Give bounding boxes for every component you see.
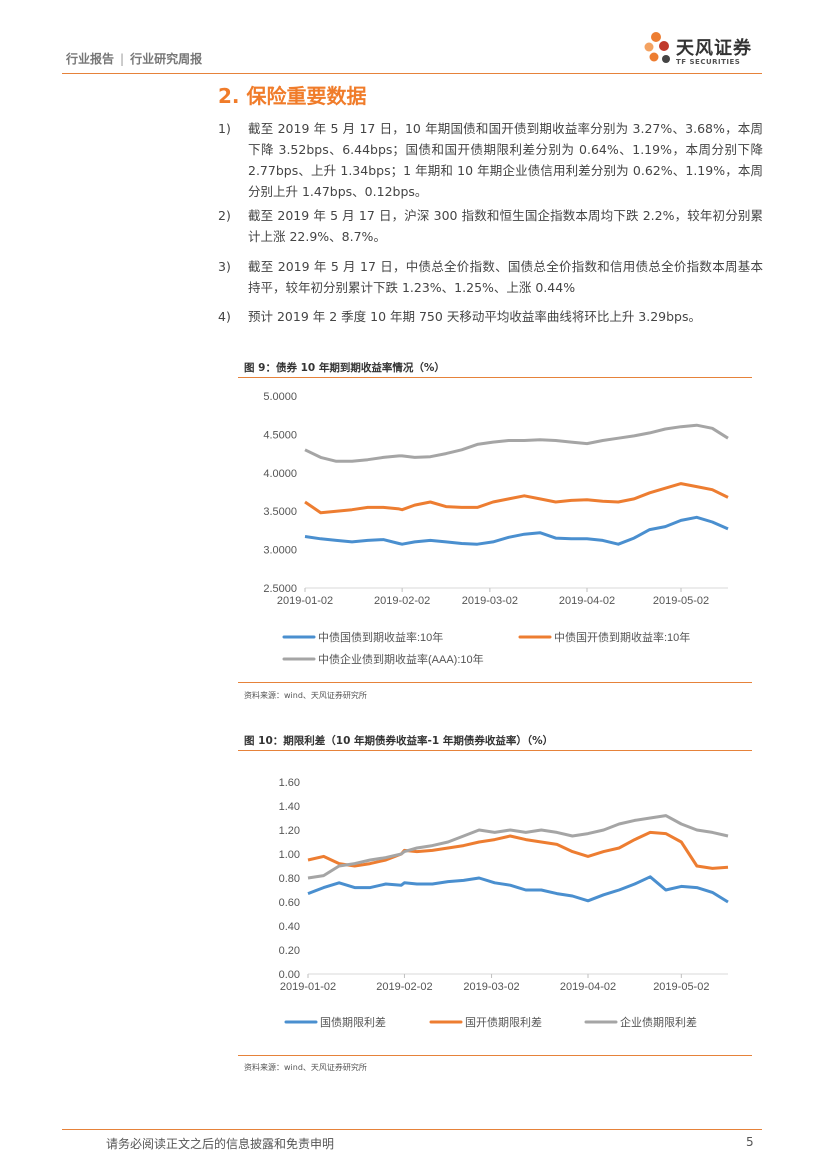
legend-label: 中债企业债到期收益率(AAA):10年 bbox=[318, 652, 484, 666]
y-tick-label: 1.60 bbox=[279, 777, 300, 789]
list-item-text: 截至 2019 年 5 月 17 日，中债总全价指数、国债总全价指数和信用债总全… bbox=[248, 259, 763, 295]
figure-9-chart: 2.5000 3.0000 3.5000 4.0000 4.5000 5.0000 2019… bbox=[263, 391, 729, 666]
y-tick-label: 4.0000 bbox=[263, 468, 297, 480]
list-item: 4) 预计 2019 年 2 季度 10 年期 750 天移动平均收益率曲线将环… bbox=[218, 306, 763, 327]
list-item-number: 3) bbox=[218, 259, 231, 274]
list-item-text: 预计 2019 年 2 季度 10 年期 750 天移动平均收益率曲线将环比上升… bbox=[248, 309, 702, 324]
logo-subtitle: TF SECURITIES bbox=[676, 58, 741, 66]
x-tick-label: 2019-05-02 bbox=[653, 981, 709, 993]
figure-10-top-rule bbox=[238, 750, 752, 751]
y-tick-label: 3.0000 bbox=[263, 545, 297, 557]
list-item: 2) 截至 2019 年 5 月 17 日，沪深 300 指数和恒生国企指数本周… bbox=[218, 205, 763, 247]
legend-label: 国开债期限利差 bbox=[465, 1015, 542, 1029]
page-number: 5 bbox=[746, 1135, 754, 1149]
y-tick-label: 0.20 bbox=[279, 945, 300, 957]
company-logo bbox=[644, 32, 670, 63]
figure-9-source: 资料来源：wind、天风证券研究所 bbox=[244, 691, 367, 700]
list-item-number: 1) bbox=[218, 121, 231, 136]
series-line bbox=[304, 423, 729, 463]
logo-petal-icon bbox=[662, 55, 670, 63]
logo-petal-icon bbox=[649, 52, 659, 62]
footer-disclaimer: 请务必阅读正文之后的信息披露和免责申明 bbox=[106, 1137, 335, 1151]
series-line bbox=[304, 482, 729, 515]
figure-10-source: 资料来源：wind、天风证券研究所 bbox=[244, 1063, 367, 1072]
series-line bbox=[307, 875, 729, 904]
list-item-number: 2) bbox=[218, 208, 231, 223]
figure-10-bottom-rule bbox=[238, 1055, 752, 1056]
list-item-number: 4) bbox=[218, 309, 231, 324]
list-item: 3) 截至 2019 年 5 月 17 日，中债总全价指数、国债总全价指数和信用… bbox=[218, 256, 763, 298]
list-item: 1) 截至 2019 年 5 月 17 日，10 年期国债和国开债到期收益率分别… bbox=[218, 118, 763, 202]
y-tick-label: 2.5000 bbox=[263, 583, 297, 595]
y-tick-label: 0.60 bbox=[279, 897, 300, 909]
series-line bbox=[304, 515, 729, 546]
y-tick-label: 4.5000 bbox=[263, 429, 297, 441]
y-tick-label: 1.20 bbox=[279, 825, 300, 837]
x-tick-label: 2019-01-02 bbox=[277, 595, 333, 607]
figure-9-bottom-rule bbox=[238, 682, 752, 683]
logo-petal-icon bbox=[659, 41, 669, 51]
header-separator: | bbox=[120, 52, 125, 66]
y-tick-label: 0.00 bbox=[279, 969, 300, 981]
x-tick-label: 2019-02-02 bbox=[374, 595, 430, 607]
y-tick-label: 1.40 bbox=[279, 801, 300, 813]
legend-label: 国债期限利差 bbox=[320, 1015, 386, 1029]
report-header: 行业报告 | 行业研究周报 bbox=[66, 50, 202, 67]
y-tick-label: 1.00 bbox=[279, 849, 300, 861]
y-tick-label: 0.40 bbox=[279, 921, 300, 933]
x-tick-label: 2019-02-02 bbox=[376, 981, 432, 993]
logo-petal-icon bbox=[651, 32, 661, 42]
report-subcategory: 行业研究周报 bbox=[130, 52, 203, 66]
figure-9-top-rule bbox=[238, 377, 752, 378]
logo-petal-icon bbox=[644, 42, 654, 52]
legend-label: 企业债期限利差 bbox=[620, 1015, 697, 1029]
report-category: 行业报告 bbox=[66, 52, 115, 66]
list-item-text: 截至 2019 年 5 月 17 日，10 年期国债和国开债到期收益率分别为 3… bbox=[248, 121, 763, 199]
y-tick-label: 5.0000 bbox=[263, 391, 297, 403]
figure-9-title: 图 9：债券 10 年期到期收益率情况（%） bbox=[244, 362, 445, 374]
x-tick-label: 2019-03-02 bbox=[463, 981, 519, 993]
series-line bbox=[307, 830, 729, 870]
figure-10-title: 图 10：期限利差（10 年期债券收益率-1 年期债券收益率）（%） bbox=[244, 735, 554, 747]
section-title: 2. 保险重要数据 bbox=[218, 84, 367, 108]
header-divider bbox=[62, 73, 762, 74]
logo-name: 天风证券 bbox=[676, 38, 752, 59]
x-tick-label: 2019-04-02 bbox=[560, 981, 616, 993]
y-tick-label: 3.5000 bbox=[263, 506, 297, 518]
series-line bbox=[307, 814, 729, 880]
x-tick-label: 2019-05-02 bbox=[653, 595, 709, 607]
x-tick-label: 2019-01-02 bbox=[280, 981, 336, 993]
footer-divider bbox=[62, 1129, 762, 1130]
legend-label: 中债国债到期收益率:10年 bbox=[318, 630, 443, 644]
list-item-text: 截至 2019 年 5 月 17 日，沪深 300 指数和恒生国企指数本周均下跌… bbox=[248, 208, 763, 244]
x-tick-label: 2019-03-02 bbox=[462, 595, 518, 607]
x-tick-label: 2019-04-02 bbox=[559, 595, 615, 607]
figure-10-chart: 0.00 0.20 0.40 0.60 0.80 1.00 1.20 1.40 1.60 2019… bbox=[279, 777, 729, 1029]
y-tick-label: 0.80 bbox=[279, 873, 300, 885]
legend-label: 中债国开债到期收益率:10年 bbox=[554, 630, 690, 644]
